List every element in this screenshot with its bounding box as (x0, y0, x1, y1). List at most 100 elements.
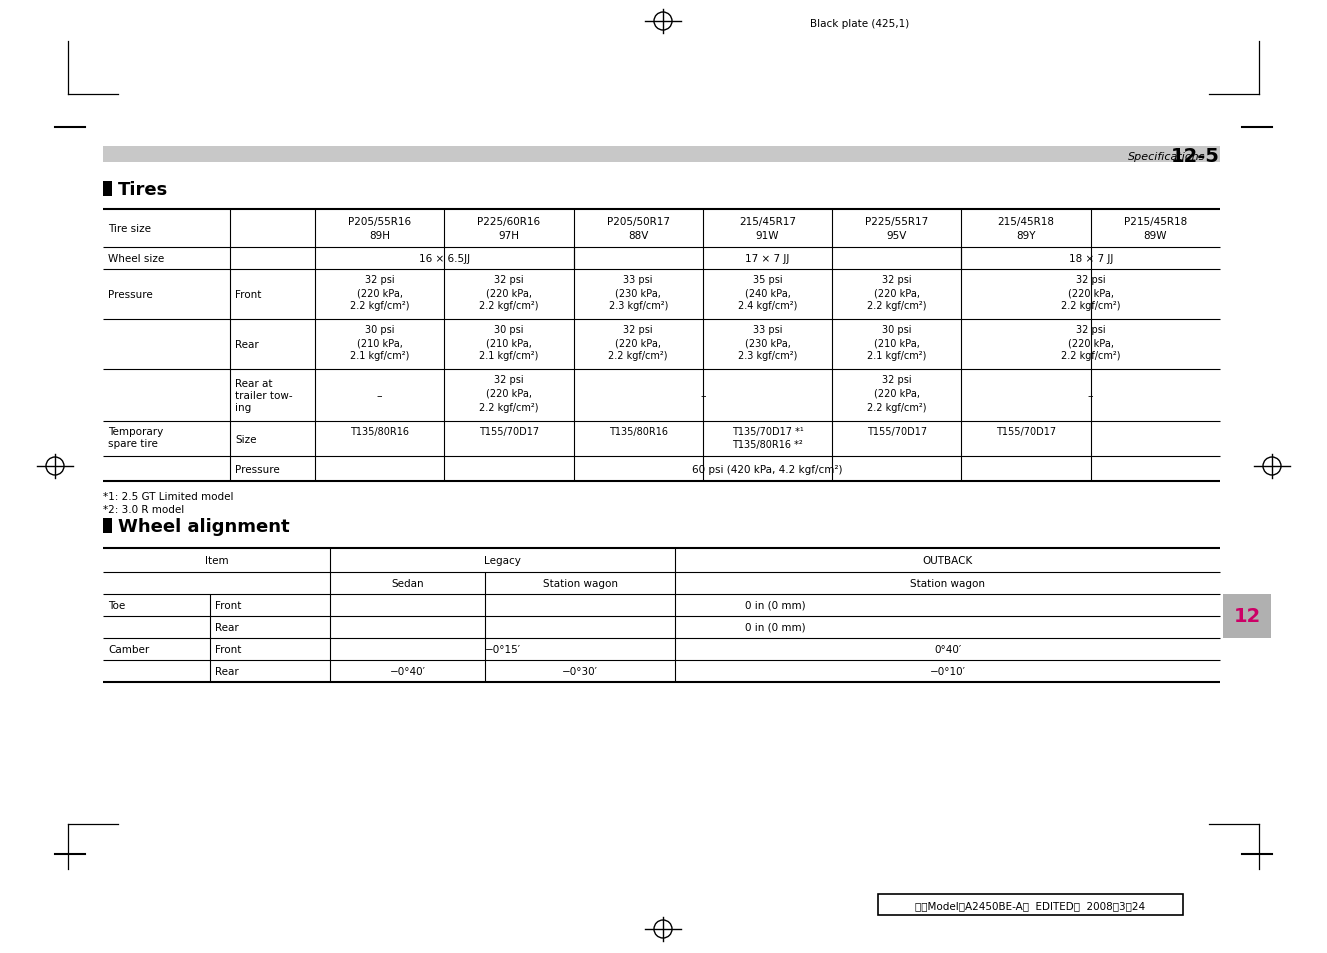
Text: P205/50R17: P205/50R17 (606, 216, 670, 227)
Text: 17 × 7 JJ: 17 × 7 JJ (746, 253, 790, 264)
Text: Station wagon: Station wagon (543, 578, 617, 588)
Text: (230 kPa,: (230 kPa, (744, 337, 791, 348)
Text: 18 × 7 JJ: 18 × 7 JJ (1068, 253, 1113, 264)
Text: –: – (1088, 391, 1093, 400)
Text: 97H: 97H (499, 231, 519, 241)
FancyBboxPatch shape (104, 182, 111, 196)
Text: 2.2 kgf/cm²): 2.2 kgf/cm²) (479, 301, 539, 311)
Text: 2.4 kgf/cm²): 2.4 kgf/cm²) (738, 301, 798, 311)
Text: Tire size: Tire size (107, 224, 151, 233)
Text: (240 kPa,: (240 kPa, (744, 288, 791, 297)
Text: 北米Model２A2450BE-A＂  EDITED：  2008／3／24: 北米Model２A2450BE-A＂ EDITED： 2008／3／24 (914, 900, 1145, 910)
Text: 32 psi: 32 psi (365, 274, 394, 285)
Text: 32 psi: 32 psi (1076, 325, 1105, 335)
Text: Toe: Toe (107, 600, 125, 610)
Text: P205/55R16: P205/55R16 (348, 216, 411, 227)
Text: T155/70D17: T155/70D17 (479, 427, 539, 436)
Text: Pressure: Pressure (235, 464, 280, 475)
Text: (220 kPa,: (220 kPa, (873, 389, 920, 398)
Text: Rear at: Rear at (235, 378, 272, 389)
Text: T135/80R16 *²: T135/80R16 *² (733, 439, 803, 450)
Text: (210 kPa,: (210 kPa, (874, 337, 920, 348)
Text: P225/55R17: P225/55R17 (865, 216, 929, 227)
Text: 33 psi: 33 psi (624, 274, 653, 285)
Text: 2.3 kgf/cm²): 2.3 kgf/cm²) (738, 351, 798, 360)
Text: 2.2 kgf/cm²): 2.2 kgf/cm²) (350, 301, 410, 311)
Text: Camber: Camber (107, 644, 149, 655)
Text: Rear: Rear (215, 622, 239, 633)
Text: 0 in (0 mm): 0 in (0 mm) (744, 600, 805, 610)
Text: trailer tow-: trailer tow- (235, 391, 293, 400)
Text: 89W: 89W (1144, 231, 1168, 241)
Text: spare tire: spare tire (107, 438, 158, 449)
FancyBboxPatch shape (104, 147, 1220, 163)
Text: 32 psi: 32 psi (1076, 274, 1105, 285)
Text: (220 kPa,: (220 kPa, (616, 337, 661, 348)
Text: 35 psi: 35 psi (752, 274, 783, 285)
Text: (220 kPa,: (220 kPa, (357, 288, 402, 297)
Text: –: – (377, 391, 382, 400)
Text: (220 kPa,: (220 kPa, (486, 389, 532, 398)
FancyBboxPatch shape (1223, 595, 1271, 639)
Text: −0°30′: −0°30′ (563, 666, 598, 677)
Text: 12-5: 12-5 (1172, 148, 1220, 167)
Text: 95V: 95V (886, 231, 906, 241)
Text: −0°15′: −0°15′ (484, 644, 520, 655)
Text: Front: Front (235, 290, 261, 299)
Text: Temporary: Temporary (107, 427, 163, 436)
Text: 2.2 kgf/cm²): 2.2 kgf/cm²) (1062, 351, 1120, 360)
Text: (220 kPa,: (220 kPa, (486, 288, 532, 297)
Text: Black plate (425,1): Black plate (425,1) (809, 19, 909, 29)
Text: 30 psi: 30 psi (882, 325, 912, 335)
Text: Item: Item (204, 556, 228, 565)
Text: Sedan: Sedan (391, 578, 423, 588)
Text: −0°10′: −0°10′ (929, 666, 966, 677)
Text: 12: 12 (1233, 607, 1261, 626)
Text: 33 psi: 33 psi (752, 325, 782, 335)
Text: T155/70D17: T155/70D17 (867, 427, 926, 436)
Text: 215/45R18: 215/45R18 (998, 216, 1055, 227)
Text: Size: Size (235, 435, 256, 444)
Text: T135/80R16: T135/80R16 (609, 427, 667, 436)
Text: Station wagon: Station wagon (910, 578, 985, 588)
Text: 16 × 6.5JJ: 16 × 6.5JJ (419, 253, 470, 264)
Text: 32 psi: 32 psi (494, 274, 524, 285)
Text: 0 in (0 mm): 0 in (0 mm) (744, 622, 805, 633)
Text: 2.3 kgf/cm²): 2.3 kgf/cm²) (609, 301, 667, 311)
Text: Front: Front (215, 644, 242, 655)
Text: 32 psi: 32 psi (882, 274, 912, 285)
Text: Pressure: Pressure (107, 290, 153, 299)
Text: 2.2 kgf/cm²): 2.2 kgf/cm²) (609, 351, 667, 360)
Text: ing: ing (235, 402, 251, 413)
Text: P215/45R18: P215/45R18 (1124, 216, 1186, 227)
Text: (230 kPa,: (230 kPa, (616, 288, 661, 297)
Text: 88V: 88V (628, 231, 649, 241)
Text: Tires: Tires (118, 181, 169, 199)
Text: 2.2 kgf/cm²): 2.2 kgf/cm²) (1062, 301, 1120, 311)
Text: (210 kPa,: (210 kPa, (357, 337, 402, 348)
Text: Legacy: Legacy (484, 556, 522, 565)
Text: Rear: Rear (235, 339, 259, 350)
FancyBboxPatch shape (878, 894, 1182, 915)
Text: 0°40′: 0°40′ (934, 644, 961, 655)
Text: 2.1 kgf/cm²): 2.1 kgf/cm²) (867, 351, 926, 360)
Text: 30 psi: 30 psi (494, 325, 524, 335)
Text: −0°40′: −0°40′ (390, 666, 426, 677)
FancyBboxPatch shape (104, 518, 111, 534)
Text: T135/70D17 *¹: T135/70D17 *¹ (731, 427, 803, 436)
Text: –: – (701, 391, 706, 400)
Text: Wheel alignment: Wheel alignment (118, 517, 289, 536)
Text: 2.1 kgf/cm²): 2.1 kgf/cm²) (350, 351, 409, 360)
Text: T135/80R16: T135/80R16 (350, 427, 409, 436)
Text: Wheel size: Wheel size (107, 253, 165, 264)
Text: *1: 2.5 GT Limited model: *1: 2.5 GT Limited model (104, 492, 234, 501)
Text: 89Y: 89Y (1016, 231, 1036, 241)
Text: Rear: Rear (215, 666, 239, 677)
Text: (220 kPa,: (220 kPa, (873, 288, 920, 297)
Text: T155/70D17: T155/70D17 (997, 427, 1056, 436)
Text: 2.2 kgf/cm²): 2.2 kgf/cm²) (867, 402, 926, 413)
Text: 91W: 91W (756, 231, 779, 241)
Text: P225/60R16: P225/60R16 (478, 216, 540, 227)
Text: (220 kPa,: (220 kPa, (1068, 288, 1113, 297)
Text: 215/45R17: 215/45R17 (739, 216, 796, 227)
